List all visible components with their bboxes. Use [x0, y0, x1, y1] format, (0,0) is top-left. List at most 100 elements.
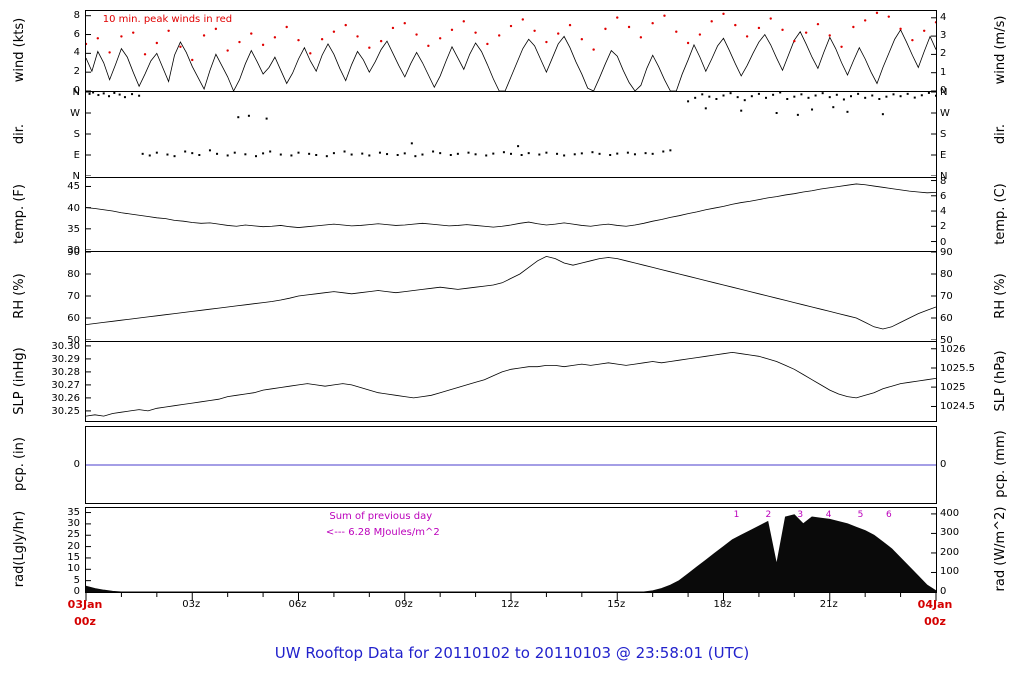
slp-y-tick-right: 1026 — [940, 343, 966, 355]
rad-y-tick-right: 100 — [940, 566, 960, 578]
rh-y-tick-left: 80 — [67, 269, 80, 280]
start-date-hour: 00z — [74, 615, 96, 628]
rad-y-tick-right: 0 — [940, 586, 947, 597]
rad-hour-mark: 5 — [857, 510, 864, 520]
dir-y-tick-right: N — [940, 171, 948, 182]
rad-hour-mark: 1 — [733, 510, 740, 520]
pressure-panel — [85, 342, 937, 422]
slp-plot — [86, 345, 936, 417]
wind-y-tick-right: 0 — [940, 85, 947, 96]
rad-y-tick-left: 30 — [67, 517, 80, 529]
temp-right-axis-label: temp. (C) — [993, 183, 1008, 245]
rad-right-axis-label: rad (W/m^2) — [993, 506, 1008, 592]
x-axis-tick-label: 09z — [394, 599, 413, 610]
dir-y-tick-left: E — [73, 150, 80, 161]
dir-y-tick-right: W — [940, 108, 950, 119]
pcp-left-axis-label: pcp. (in) — [12, 437, 27, 491]
wind-y-tick-left: 0 — [73, 85, 80, 96]
rad-y-tick-left: 25 — [67, 529, 80, 541]
rad-y-tick-left: 20 — [67, 540, 80, 552]
dir-y-tick-right: S — [940, 129, 947, 140]
temp-y-tick-right: 6 — [940, 190, 947, 202]
dir-left-axis-label: dir. — [12, 123, 27, 145]
x-axis-tick-label: 12z — [501, 599, 519, 610]
rh-y-tick-right: 90 — [940, 247, 953, 258]
pcp-y-tick-left: 0 — [73, 459, 80, 470]
wind-y-tick-right: 2 — [940, 48, 947, 60]
temp-y-tick-left: 35 — [67, 223, 80, 235]
end-date-day: 04Jan — [917, 598, 953, 611]
slp-y-tick-left: 30.30 — [51, 340, 80, 352]
rad-y-tick-left: 10 — [67, 563, 80, 575]
wind-y-tick-left: 8 — [73, 9, 80, 21]
rad-plot — [86, 512, 936, 592]
rh-y-tick-right: 80 — [940, 269, 953, 280]
wind-y-tick-right: 1 — [940, 66, 947, 78]
wind-y-tick-left: 2 — [73, 66, 80, 78]
temp-plot — [86, 180, 936, 250]
start-date-day: 03Jan — [67, 598, 103, 611]
rad-y-tick-left: 0 — [73, 586, 80, 597]
end-date-hour: 00z — [924, 615, 946, 628]
wind-right-axis-label: wind (m/s) — [993, 15, 1008, 85]
slp-y-tick-left: 30.27 — [51, 379, 80, 391]
rad-annotation: Sum of previous day — [329, 511, 433, 523]
wind-y-tick-right: 4 — [940, 11, 947, 23]
precipitation-panel — [85, 426, 937, 504]
rad-left-axis-label: rad(Lgly/hr) — [12, 510, 27, 588]
dir-right-axis-label: dir. — [993, 123, 1008, 145]
rad-y-tick-right: 300 — [940, 527, 960, 539]
rad-annotation: <--- 6.28 MJoules/m^2 — [325, 527, 440, 539]
rh-y-tick-right: 60 — [940, 313, 953, 324]
temp-y-tick-left: 40 — [67, 202, 80, 214]
pcp-right-axis-label: pcp. (mm) — [993, 430, 1008, 498]
rad-y-tick-left: 15 — [67, 551, 80, 563]
rh-y-tick-left: 50 — [67, 335, 80, 346]
wind-panel — [85, 10, 937, 92]
temp-y-tick-right: 2 — [940, 221, 947, 233]
rh-right-axis-label: RH (%) — [993, 273, 1008, 319]
slp-y-tick-right: 1024.5 — [940, 401, 975, 413]
chart-title: UW Rooftop Data for 20110102 to 20110103… — [274, 644, 750, 662]
rad-hour-mark: 2 — [765, 510, 772, 520]
x-axis-tick-label: 21z — [819, 599, 838, 610]
dir-y-tick-left: N — [72, 87, 80, 98]
radiation-panel — [85, 507, 937, 593]
wind-y-tick-left: 4 — [73, 47, 80, 59]
pcp-y-tick-right: 0 — [940, 459, 947, 470]
rad-hour-mark: 6 — [885, 510, 892, 520]
rad-y-tick-left: 5 — [73, 574, 80, 586]
temp-y-tick-right: 4 — [940, 206, 947, 218]
dir-plot — [86, 92, 936, 176]
temp-y-tick-right: 0 — [940, 236, 947, 248]
rh-y-tick-left: 70 — [67, 291, 80, 302]
slp-y-tick-right: 1025.5 — [940, 363, 975, 374]
rad-y-tick-right: 200 — [940, 546, 960, 558]
rh-y-tick-left: 60 — [67, 313, 80, 324]
wind-plot — [86, 11, 936, 91]
rh-left-axis-label: RH (%) — [12, 273, 27, 319]
rad-hour-mark: 4 — [825, 510, 832, 520]
dir-y-tick-left: N — [72, 171, 80, 182]
rh-y-tick-right: 70 — [940, 291, 953, 302]
dir-y-tick-left: S — [73, 129, 80, 140]
slp-y-tick-left: 30.26 — [51, 392, 80, 404]
dir-y-tick-left: W — [70, 108, 80, 119]
x-axis-tick-label: 15z — [607, 599, 626, 610]
x-axis-tick-label: 03z — [182, 599, 201, 610]
x-end-date: 04Jan 00z — [907, 596, 963, 630]
humidity-panel — [85, 252, 937, 342]
slp-y-tick-left: 30.25 — [51, 405, 80, 417]
rh-y-tick-right: 50 — [940, 335, 953, 346]
rad-hour-mark: 3 — [797, 510, 804, 520]
rh-plot — [86, 252, 936, 340]
wind-annotation: 10 min. peak winds in red — [102, 14, 233, 25]
rad-y-tick-right: 400 — [940, 507, 960, 519]
x-axis-tick-label: 18z — [713, 599, 732, 610]
temp-y-tick-left: 45 — [67, 181, 80, 193]
slp-left-axis-label: SLP (inHg) — [12, 347, 27, 415]
temp-left-axis-label: temp. (F) — [12, 184, 27, 244]
x-axis-tick-label: 06z — [288, 599, 307, 610]
temp-y-tick-right: 8 — [940, 175, 947, 187]
